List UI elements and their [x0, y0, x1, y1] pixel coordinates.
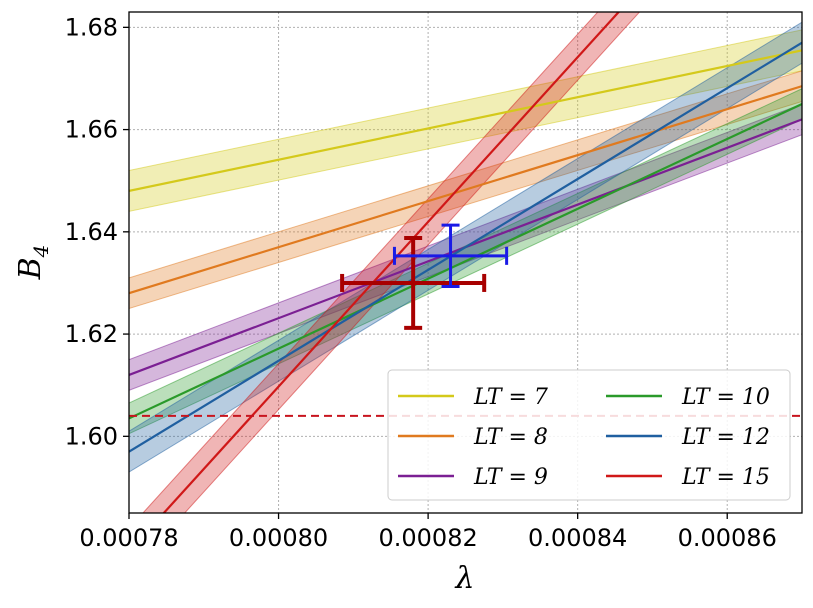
legend: LT = 7 LT = 8 LT = 9 LT = 10 LT = 12 LT = 15: [387, 369, 791, 501]
legend-label-LT=15: LT = 15: [681, 465, 770, 490]
svg-text:B4: B4: [13, 245, 53, 281]
line-LT=15: [162, 12, 621, 513]
blue-crossing: [392, 223, 509, 289]
red-crossing: [340, 235, 487, 330]
line-LT=12: [129, 41, 802, 453]
y-axis-title-subscript: 4: [29, 245, 53, 259]
y-tick-label-1: 1.62: [65, 320, 118, 348]
crossing-points: [340, 223, 509, 330]
x-axis-ticks: 0.00078 0.00080 0.00082 0.00084 0.00086: [79, 513, 777, 552]
series-lines: [129, 12, 802, 513]
legend-label-LT=12: LT = 12: [681, 425, 770, 450]
line-LT=7: [129, 49, 802, 193]
x-tick-label-3: 0.00084: [528, 524, 627, 552]
y-tick-label-2: 1.64: [65, 218, 118, 246]
y-axis-ticks: 1.60 1.62 1.64 1.66 1.68: [65, 13, 129, 450]
line-LT=10: [129, 103, 802, 420]
legend-label-LT=9: LT = 9: [473, 465, 548, 490]
x-tick-label-4: 0.00086: [678, 524, 777, 552]
x-tick-label-1: 0.00080: [229, 524, 328, 552]
x-axis-title: λ: [454, 561, 474, 596]
plot-frame: [128, 11, 803, 514]
y-axis-title-base: B: [13, 257, 48, 280]
legend-label-LT=8: LT = 8: [473, 425, 548, 450]
y-tick-label-0: 1.60: [65, 422, 118, 450]
x-tick-label-0: 0.00078: [79, 524, 178, 552]
legend-label-LT=10: LT = 10: [681, 385, 770, 410]
y-tick-label-3: 1.66: [65, 116, 118, 144]
line-LT=8: [129, 85, 802, 295]
y-tick-label-4: 1.68: [65, 13, 118, 41]
y-axis-title: B4: [13, 245, 53, 281]
legend-label-LT=7: LT = 7: [473, 385, 548, 410]
x-tick-label-2: 0.00082: [378, 524, 477, 552]
legend-frame: [387, 369, 791, 501]
